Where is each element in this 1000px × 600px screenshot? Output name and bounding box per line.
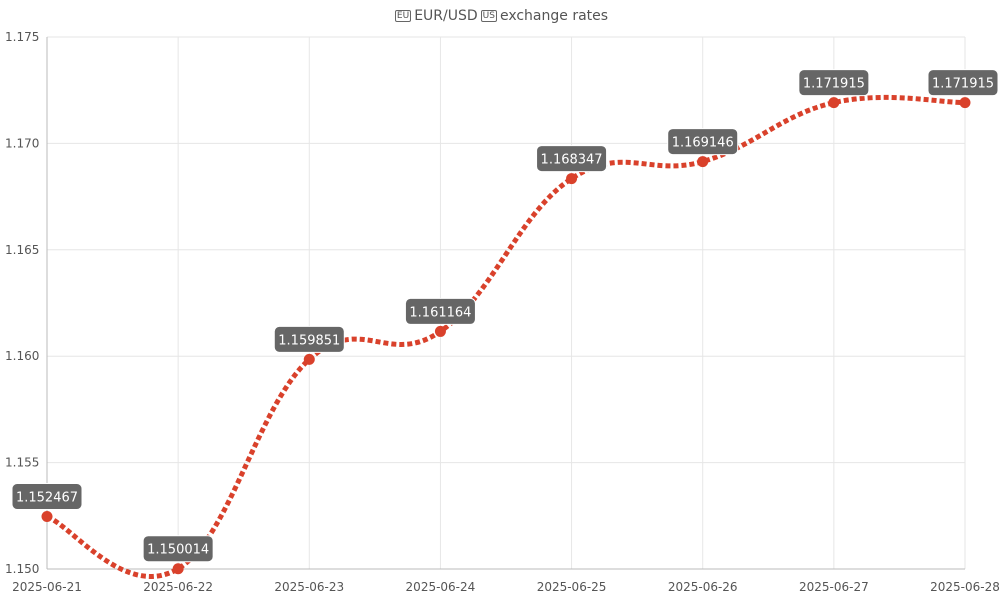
data-point (41, 511, 53, 523)
data-label: 1.171915 (803, 77, 865, 92)
x-tick-label: 2025-06-25 (537, 580, 607, 594)
x-tick-label: 2025-06-22 (143, 580, 213, 594)
data-point (566, 173, 578, 185)
data-label-box (798, 69, 870, 97)
series-line (45, 94, 966, 579)
data-label-box (667, 128, 739, 156)
eu-flag-icon: EU (394, 10, 412, 22)
x-tick-label: 2025-06-23 (274, 580, 344, 594)
data-point (828, 97, 840, 109)
y-tick-label: 1.165 (5, 243, 39, 257)
data-label: 1.152467 (16, 491, 78, 506)
data-point (303, 353, 315, 365)
y-tick-label: 1.175 (5, 30, 39, 44)
data-label: 1.150014 (147, 543, 209, 558)
data-label-box (142, 535, 214, 563)
chart-title-suffix: exchange rates (499, 8, 609, 24)
y-tick-label: 1.170 (5, 136, 39, 150)
data-label: 1.169146 (672, 136, 734, 151)
chart-title: EU EUR/USD US exchange rates (0, 8, 1000, 24)
data-label-box (927, 69, 999, 97)
x-tick-label: 2025-06-21 (12, 580, 82, 594)
chart-title-pair: EUR/USD (414, 8, 478, 24)
data-point (959, 97, 971, 109)
y-tick-label: 1.155 (5, 456, 39, 470)
data-point (172, 563, 184, 575)
x-tick-label: 2025-06-28 (930, 580, 1000, 594)
data-label: 1.168347 (541, 153, 603, 168)
y-tick-label: 1.150 (5, 562, 39, 576)
x-tick-label: 2025-06-27 (799, 580, 869, 594)
data-point (434, 325, 446, 337)
us-flag-icon: US (480, 10, 497, 22)
x-tick-label: 2025-06-26 (668, 580, 738, 594)
x-tick-label: 2025-06-24 (406, 580, 476, 594)
data-label-box (273, 325, 345, 353)
data-label-box (404, 297, 476, 325)
data-point (697, 156, 709, 168)
data-label: 1.159851 (278, 333, 340, 348)
data-label: 1.171915 (932, 77, 994, 92)
data-label: 1.161164 (409, 305, 471, 320)
data-label-box (536, 145, 608, 173)
y-tick-label: 1.160 (5, 349, 39, 363)
data-label-box (11, 483, 83, 511)
